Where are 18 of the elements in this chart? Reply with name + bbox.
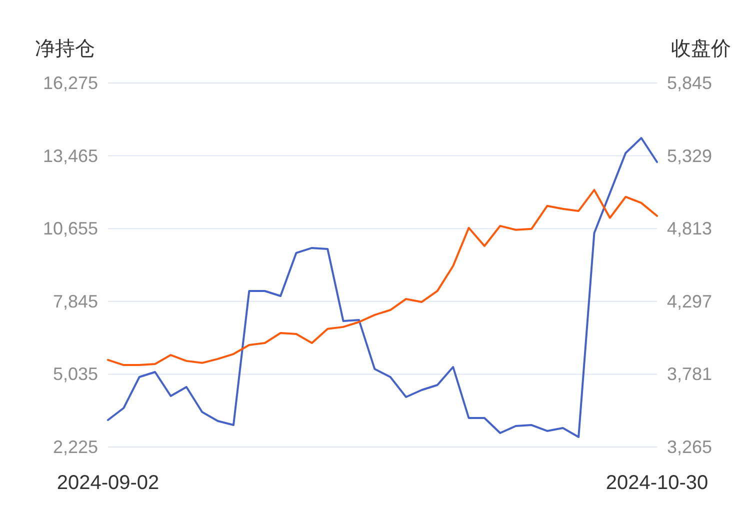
- y2-tick-label: 3,265: [667, 437, 712, 457]
- y2-tick-label: 4,297: [667, 291, 712, 312]
- y-tick-label: 7,845: [52, 291, 98, 312]
- y-tick-label: 5,035: [52, 364, 98, 384]
- y-axis-title: 净持仓: [35, 38, 95, 60]
- y-tick-label: 13,465: [42, 146, 98, 166]
- line-series: [107, 188, 658, 366]
- y2-axis-title: 收盘价: [671, 38, 731, 60]
- y2-tick-label: 5,329: [667, 146, 712, 166]
- y-tick-label: 2,225: [52, 437, 98, 457]
- line-series: [107, 137, 658, 438]
- y2-tick-label: 3,781: [667, 364, 712, 384]
- y2-tick-label: 5,845: [667, 73, 712, 93]
- x-tick-label: 2024-10-30: [606, 472, 708, 494]
- x-tick-label: 2024-09-02: [56, 472, 160, 494]
- y-tick-label: 10,655: [42, 218, 98, 239]
- y2-tick-label: 4,813: [667, 218, 712, 239]
- y-tick-label: 16,275: [42, 73, 98, 93]
